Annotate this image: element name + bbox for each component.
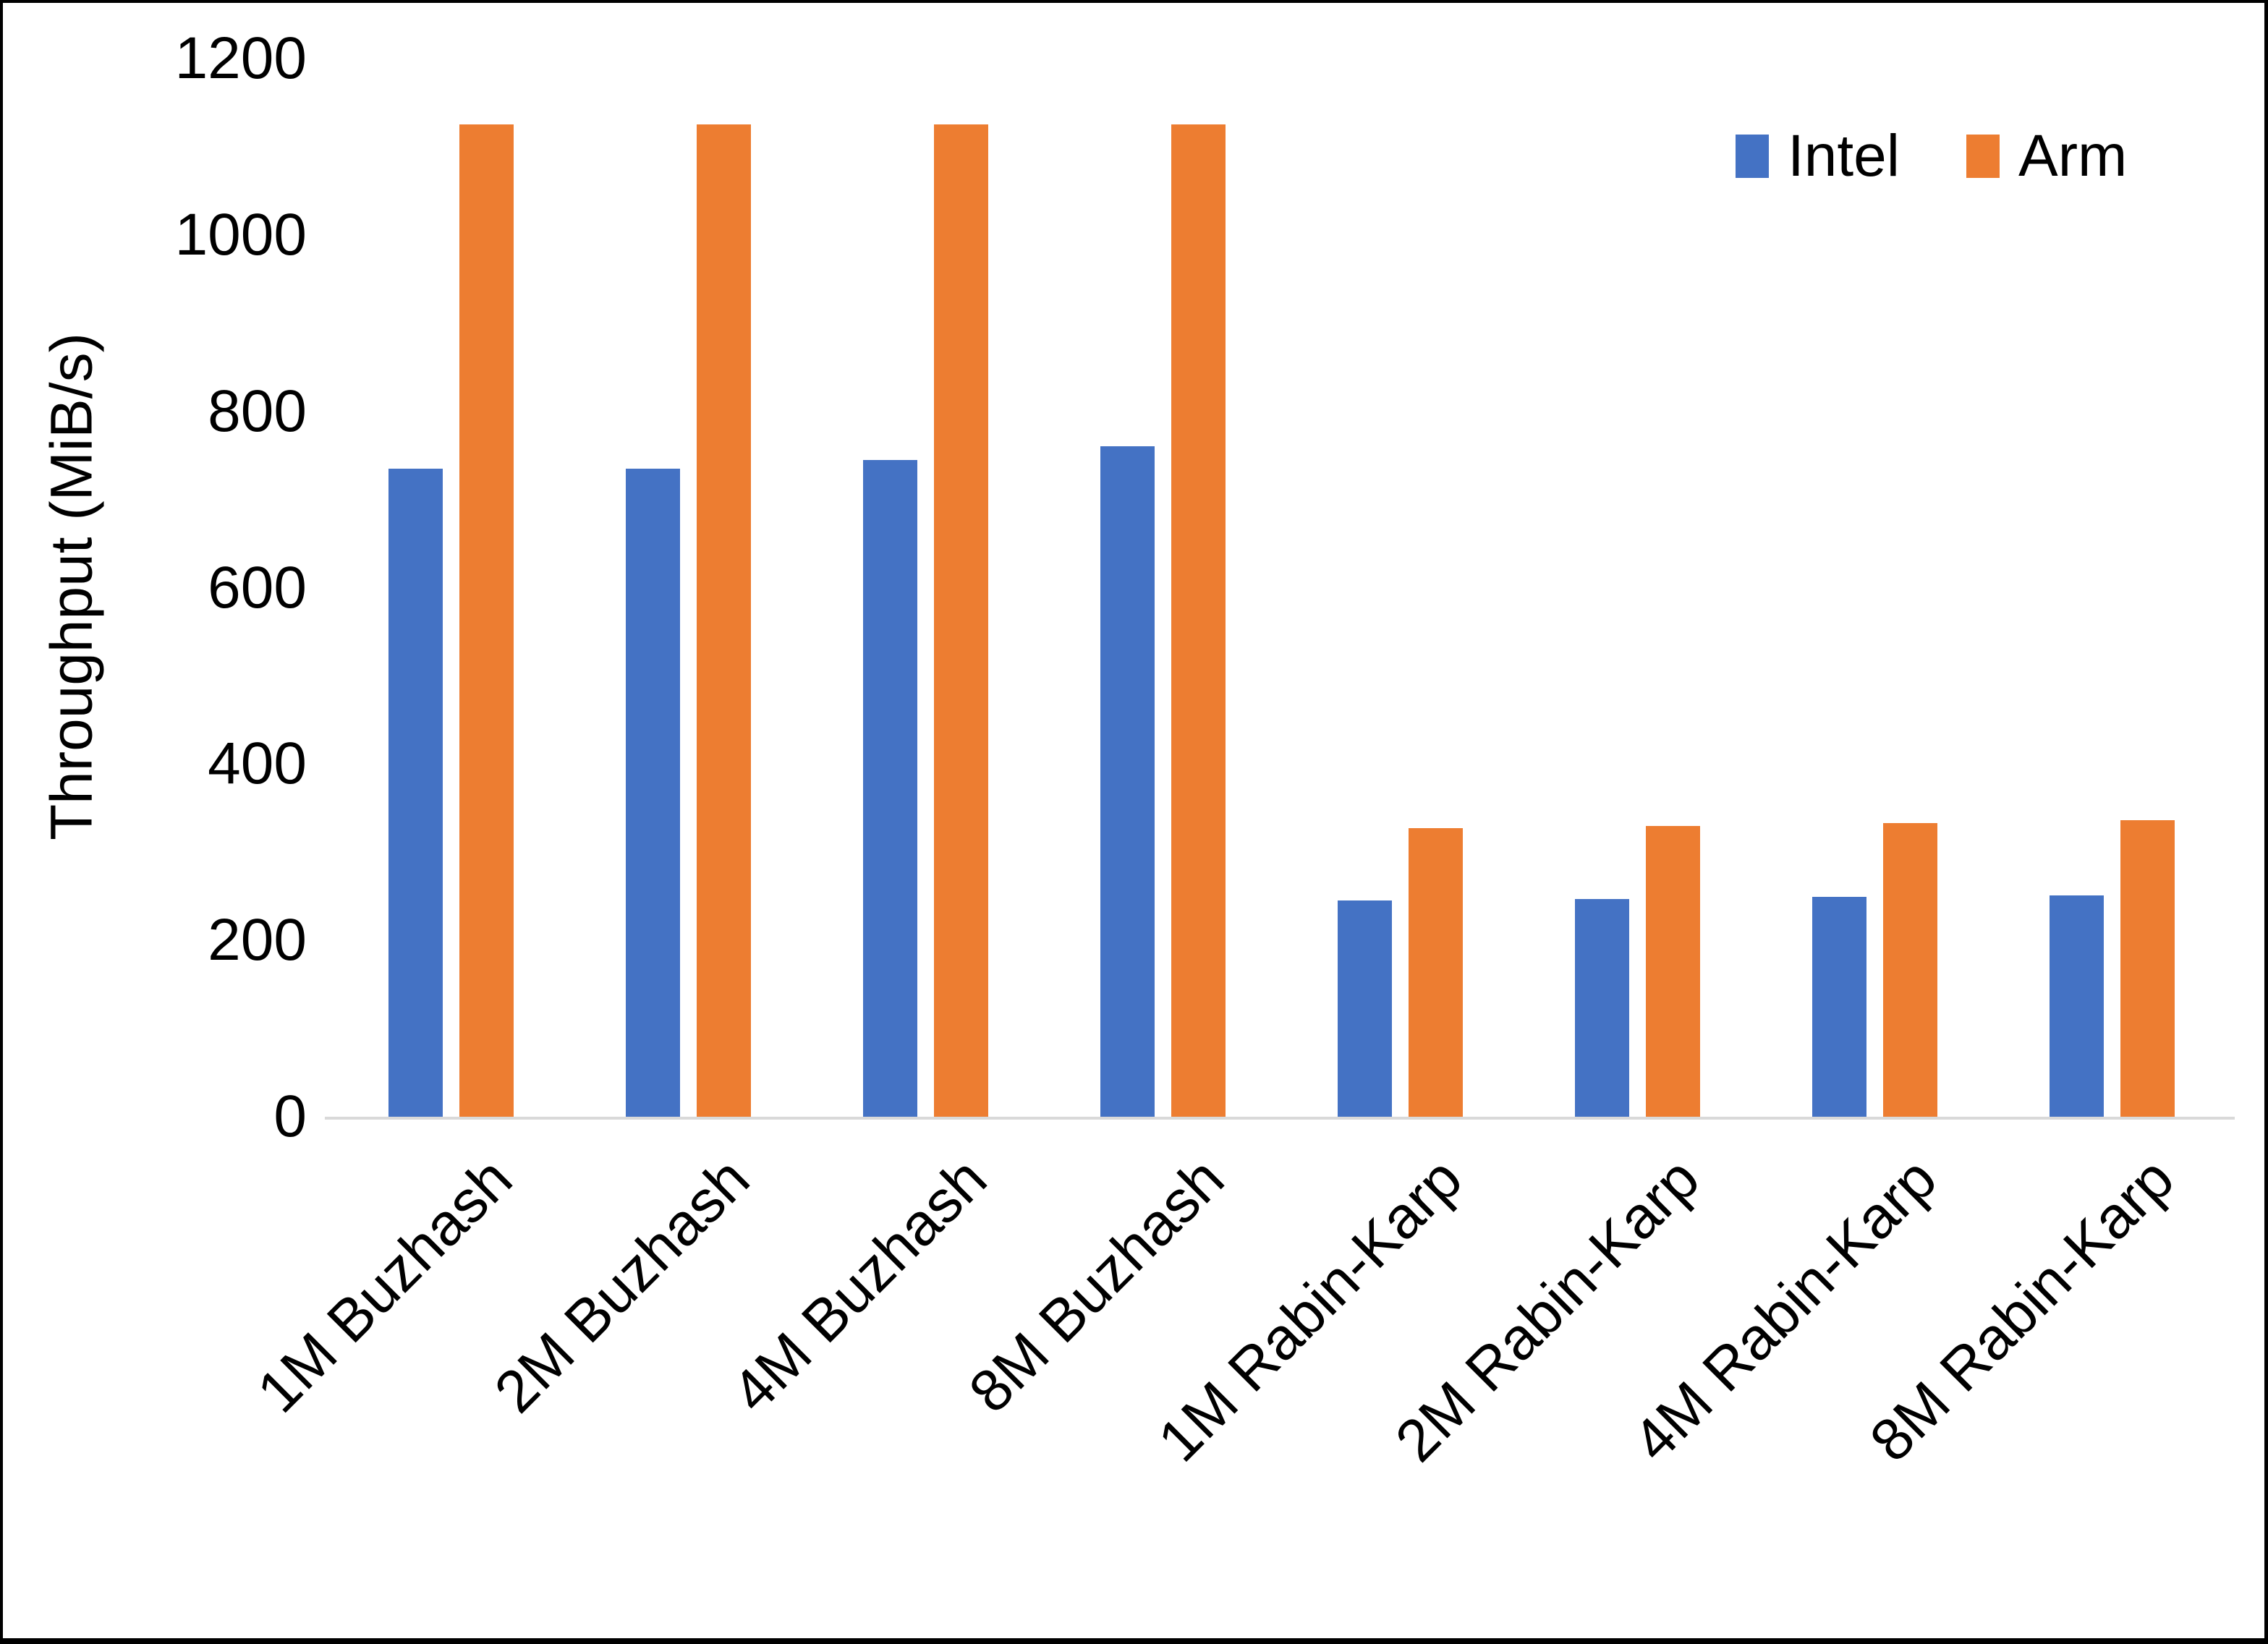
bar-arm-4m-buzhash [933, 124, 988, 1117]
y-tick-label-800: 800 [208, 378, 307, 444]
legend: Intel Arm [1736, 126, 2127, 187]
legend-swatch-intel [1736, 135, 1769, 178]
bar-arm-8m-rabin-karp [2120, 820, 2175, 1117]
bar-arm-1m-rabin-karp [1409, 828, 1464, 1117]
legend-label-intel: Intel [1788, 123, 1900, 189]
legend-swatch-arm [1966, 135, 2000, 178]
bar-arm-1m-buzhash [459, 124, 514, 1117]
x-label-4m-rabin-karp: 4M Rabin-Karp [1620, 1145, 1950, 1475]
bar-intel-4m-rabin-karp [1812, 897, 1867, 1117]
y-tick-label-1200: 1200 [174, 25, 307, 91]
legend-item-arm: Arm [1966, 126, 2127, 187]
y-tick-label-0: 0 [273, 1083, 307, 1149]
legend-item-intel: Intel [1736, 126, 1900, 187]
x-label-2m-rabin-karp: 2M Rabin-Karp [1383, 1145, 1712, 1475]
legend-label-arm: Arm [2018, 123, 2128, 189]
bar-intel-2m-rabin-karp [1575, 898, 1630, 1117]
x-label-4m-buzhash: 4M Buzhash [719, 1145, 1000, 1426]
x-label-1m-buzhash: 1M Buzhash [245, 1145, 525, 1426]
bar-arm-2m-buzhash [696, 124, 751, 1117]
x-label-1m-rabin-karp: 1M Rabin-Karp [1145, 1145, 1474, 1475]
bar-intel-8m-rabin-karp [2050, 895, 2105, 1117]
y-tick-label-600: 600 [208, 554, 307, 621]
bar-arm-4m-rabin-karp [1883, 823, 1938, 1117]
y-tick-label-200: 200 [208, 907, 307, 974]
bar-intel-1m-rabin-karp [1338, 900, 1393, 1117]
bar-intel-4m-buzhash [862, 459, 917, 1117]
x-axis-line [325, 1117, 2235, 1120]
bar-intel-1m-buzhash [388, 468, 443, 1117]
x-label-2m-buzhash: 2M Buzhash [482, 1145, 763, 1426]
x-label-8m-rabin-karp: 8M Rabin-Karp [1857, 1145, 2187, 1475]
bar-arm-2m-rabin-karp [1646, 825, 1701, 1117]
bar-intel-2m-buzhash [625, 468, 680, 1117]
x-label-8m-buzhash: 8M Buzhash [957, 1145, 1237, 1426]
y-tick-label-400: 400 [208, 731, 307, 797]
bar-intel-8m-buzhash [1100, 446, 1155, 1117]
y-tick-label-1000: 1000 [174, 201, 307, 268]
bar-arm-8m-buzhash [1171, 124, 1226, 1117]
